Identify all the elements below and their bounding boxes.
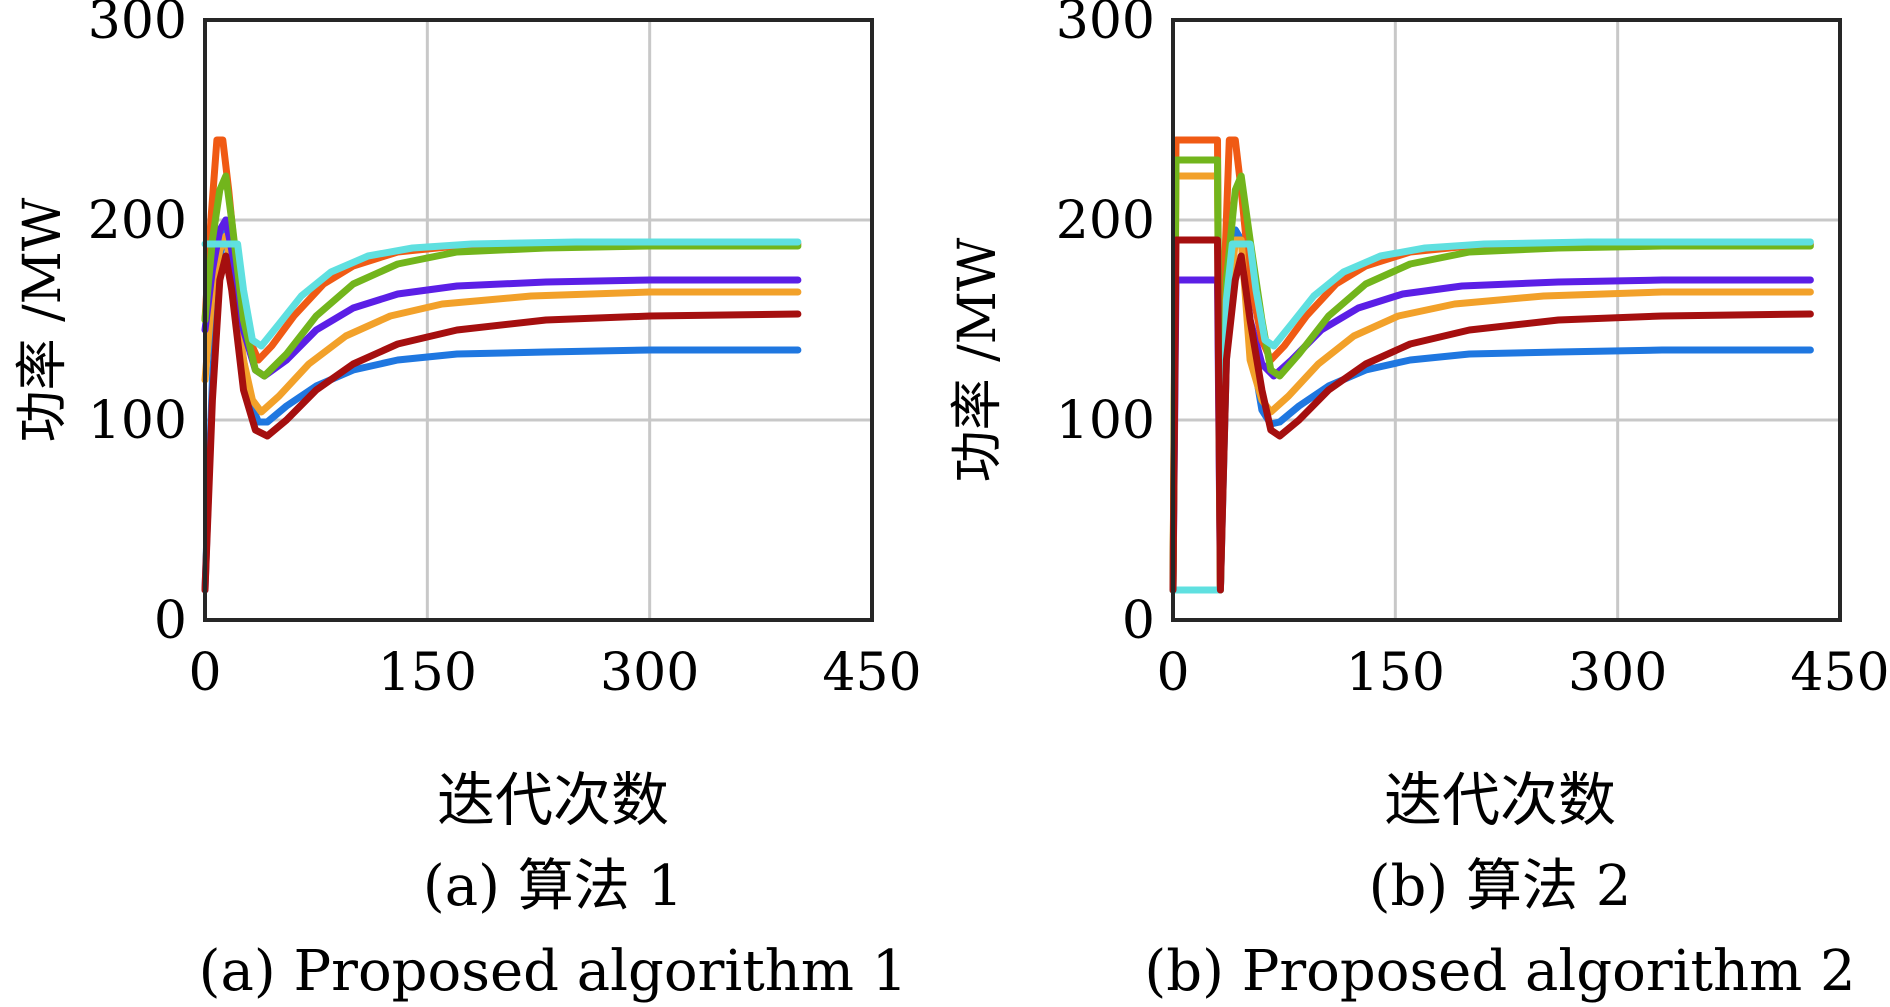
series-line-6: [1169, 238, 1814, 594]
x-tick-label: 0: [188, 643, 221, 703]
y-tick-label: 0: [154, 591, 187, 651]
y-tick-label: 200: [1056, 191, 1155, 251]
tick-labels: 0 150 300 450 0 100 200 300: [88, 0, 922, 703]
series-line-7: [201, 252, 802, 594]
y-tick-label: 200: [88, 191, 187, 251]
x-tick-label: 150: [378, 643, 477, 703]
tick-labels: 0 150 300 450 0 100 200 300: [1056, 0, 1890, 703]
gridlines: [1173, 20, 1840, 620]
series-group: [201, 136, 802, 594]
series-line-7: [1169, 236, 1814, 594]
y-axis-label: 功率 /MW: [948, 237, 1008, 482]
series-line-1: [201, 216, 802, 594]
caption-cn: (a) 算法 1: [423, 854, 683, 919]
caption-cn: (b) 算法 2: [1369, 854, 1632, 919]
gridlines: [205, 20, 872, 620]
y-tick-label: 300: [88, 0, 187, 51]
x-tick-label: 450: [822, 643, 921, 703]
y-tick-label: 0: [1122, 591, 1155, 651]
x-tick-label: 300: [600, 643, 699, 703]
series-line-5: [201, 172, 802, 380]
y-tick-label: 100: [1056, 391, 1155, 451]
x-tick-label: 450: [1790, 643, 1889, 703]
x-tick-label: 0: [1156, 643, 1189, 703]
chart-panel-a: 0 150 300 450 0 100 200 300 功率 /MW 迭代次数 (a) 算法 …: [13, 0, 922, 1004]
caption-en: (a) Proposed algorithm 1: [199, 939, 908, 1004]
x-axis-label: 迭代次数: [437, 766, 669, 834]
y-tick-label: 300: [1056, 0, 1155, 51]
series-group: [1169, 136, 1814, 594]
plot-frame: [203, 18, 874, 622]
y-axis-label: 功率 /MW: [13, 197, 73, 442]
x-axis-label: 迭代次数: [1384, 766, 1616, 834]
y-tick-label: 100: [88, 391, 187, 451]
x-tick-label: 150: [1346, 643, 1445, 703]
chart-panel-b: 0 150 300 450 0 100 200 300 功率 /MW 迭代次数 (b) 算法 …: [948, 0, 1890, 1004]
caption-en: (b) Proposed algorithm 2: [1144, 939, 1855, 1004]
x-tick-label: 300: [1568, 643, 1667, 703]
series-line-4: [1169, 172, 1814, 594]
series-line-6: [201, 238, 802, 350]
plot-frame: [1171, 18, 1842, 622]
